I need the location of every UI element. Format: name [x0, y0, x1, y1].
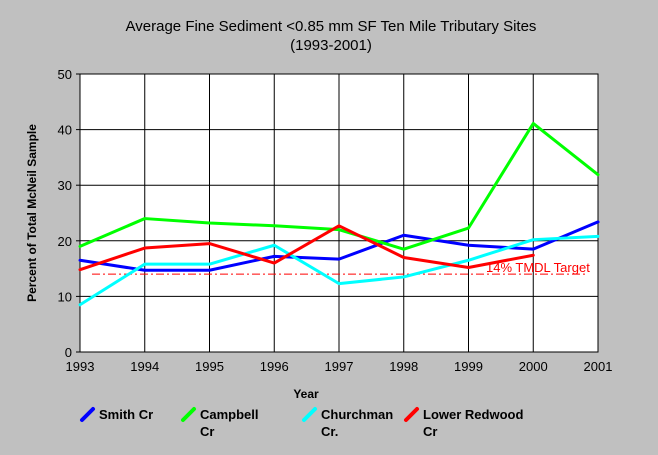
series-line-3 — [78, 224, 535, 272]
x-tick-label-1995: 1995 — [195, 359, 224, 374]
x-tick-label-1999: 1999 — [454, 359, 483, 374]
y-tick-labels: 0 10 20 30 40 50 — [58, 67, 72, 360]
x-tick-label-1996: 1996 — [260, 359, 289, 374]
x-axis-label: Year — [293, 387, 319, 401]
x-tick-label-1998: 1998 — [389, 359, 418, 374]
series-line-1 — [78, 121, 600, 251]
series-line-2 — [78, 234, 600, 307]
legend-label-2: Churchman Cr. — [321, 407, 393, 439]
y-tick-label-30: 30 — [58, 178, 72, 193]
series-lines — [78, 121, 600, 307]
legend-swatch-3 — [404, 407, 419, 422]
legend-label-1: Campbell Cr — [200, 407, 259, 439]
y-tick-label-20: 20 — [58, 234, 72, 249]
legend-swatch-2 — [302, 407, 317, 422]
reference-line-label: 14% TMDL Target — [486, 260, 590, 275]
y-tick-label-10: 10 — [58, 289, 72, 304]
x-tick-label-1993: 1993 — [66, 359, 95, 374]
y-tick-label-40: 40 — [58, 123, 72, 138]
legend: Smith Cr Campbell Cr Churchman Cr. Lower Redw… — [80, 407, 523, 439]
x-tick-labels: 1993 1994 1995 1996 1997 1998 1999 2000 2001 — [66, 359, 613, 374]
legend-label-0: Smith Cr — [99, 407, 153, 422]
y-axis-label: Percent of Total McNeil Sample — [25, 124, 39, 302]
y-tick-label-0: 0 — [65, 345, 72, 360]
chart-title: Average Fine Sediment <0.85 mm SF Ten Mi… — [126, 18, 537, 35]
chart-subtitle: (1993-2001) — [290, 37, 372, 54]
legend-label-3: Lower Redwood Cr — [423, 407, 523, 439]
x-tick-label-1994: 1994 — [130, 359, 159, 374]
reference-line-group: 14% TMDL Target — [92, 260, 590, 275]
y-tick-label-50: 50 — [58, 67, 72, 82]
x-tick-label-2000: 2000 — [519, 359, 548, 374]
legend-swatch-1 — [181, 407, 196, 422]
x-tick-label-2001: 2001 — [584, 359, 613, 374]
x-tick-label-1997: 1997 — [325, 359, 354, 374]
legend-swatch-0 — [80, 407, 95, 422]
